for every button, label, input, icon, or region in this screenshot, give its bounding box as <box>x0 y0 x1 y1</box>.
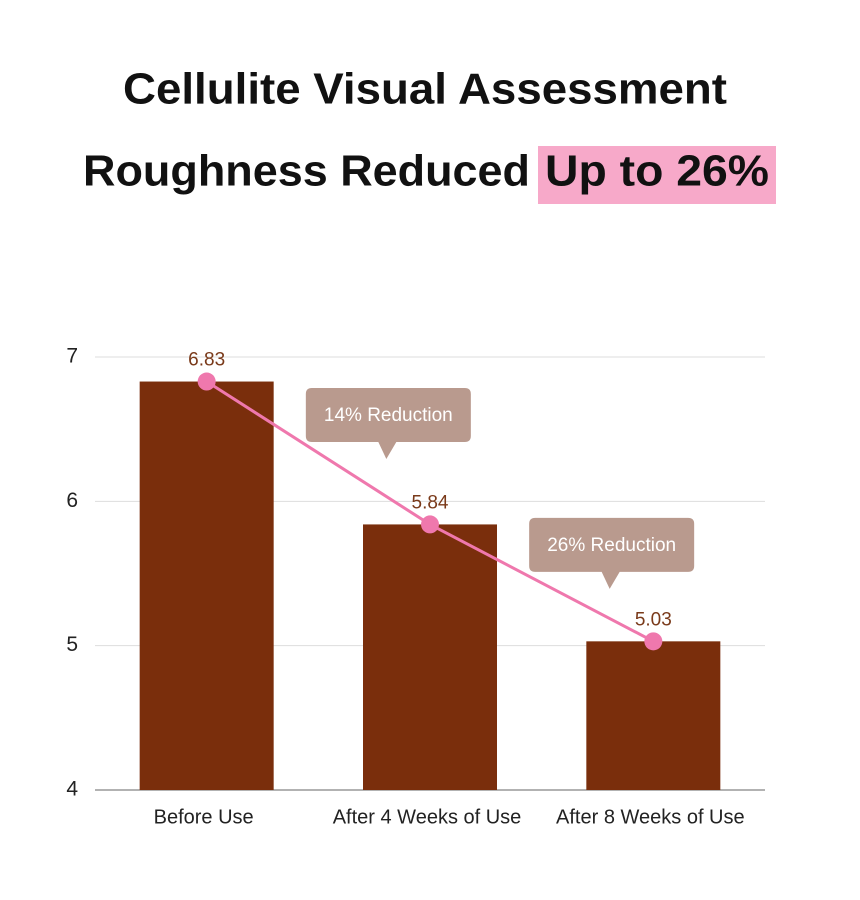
highlight-background <box>538 146 776 204</box>
chart-subtitle: Roughness Reduced <box>83 147 530 196</box>
callout-label: 26% Reduction <box>547 535 676 556</box>
x-tick-label: After 4 Weeks of Use <box>333 806 522 828</box>
bar <box>363 524 497 790</box>
callout-box <box>529 517 695 589</box>
bar <box>586 641 721 790</box>
chart-title: Cellulite Visual Assessment <box>123 65 727 114</box>
callout-box <box>305 387 471 459</box>
bar <box>139 381 274 790</box>
subtitle-highlight: Up to 26% <box>545 147 769 196</box>
value-label: 5.84 <box>412 492 449 513</box>
y-tick-label: 6 <box>66 489 78 512</box>
value-label: 6.83 <box>188 350 225 371</box>
x-tick-label: After 8 Weeks of Use <box>556 806 745 828</box>
trend-point <box>197 372 216 391</box>
value-label: 5.03 <box>635 609 672 630</box>
x-tick-label: Before Use <box>154 806 254 828</box>
y-tick-label: 7 <box>66 345 78 368</box>
y-tick-label: 5 <box>66 633 78 656</box>
y-tick-label: 4 <box>66 778 78 801</box>
callout-label: 14% Reduction <box>324 405 453 426</box>
trend-point <box>644 632 663 651</box>
trend-point <box>421 515 439 534</box>
